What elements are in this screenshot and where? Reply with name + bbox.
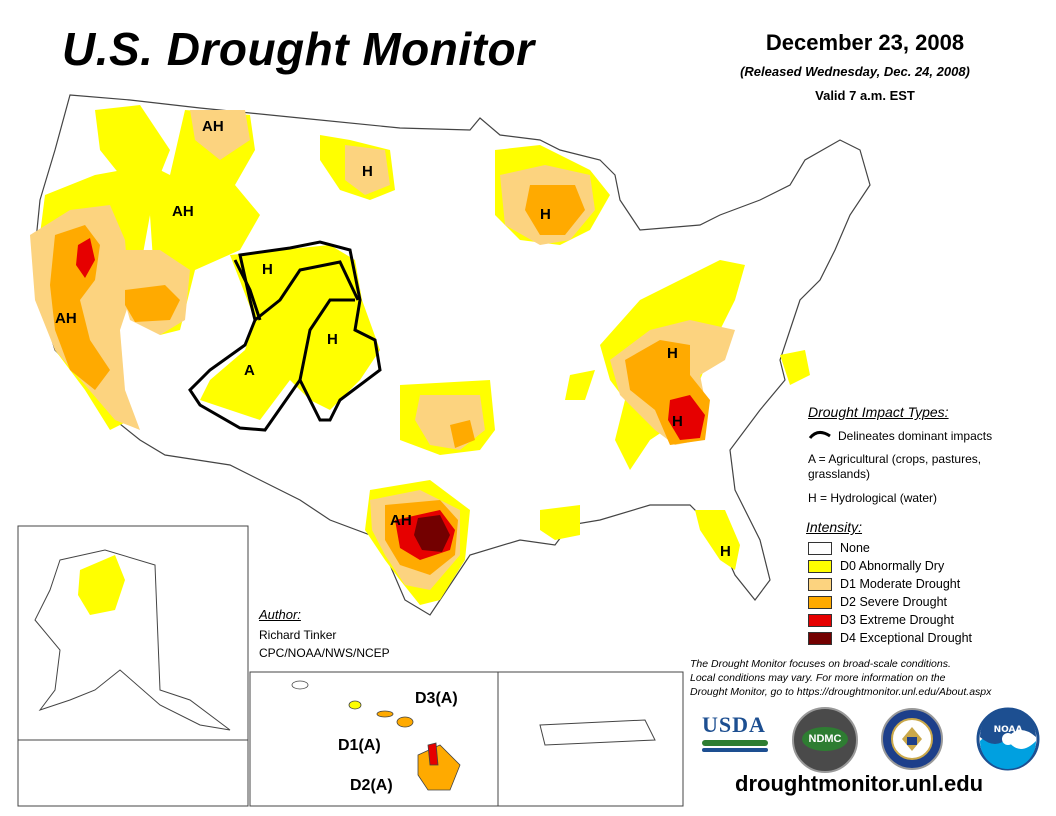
disclaimer-line-1: The Drought Monitor focuses on broad-sca… bbox=[690, 658, 951, 670]
intensity-item: D2 Severe Drought bbox=[808, 595, 948, 610]
label-h-dakota: H bbox=[362, 163, 373, 180]
impact-hydrological-text: H = Hydrological (water) bbox=[808, 491, 938, 505]
hawaii-inset-frame bbox=[249, 671, 499, 807]
intensity-swatch bbox=[808, 560, 832, 574]
label-h-wisconsin: H bbox=[540, 206, 551, 223]
label-h-colorado: H bbox=[327, 331, 338, 348]
intensity-swatch bbox=[808, 632, 832, 646]
usda-logo-text: USDA bbox=[702, 712, 766, 737]
intensity-swatch bbox=[808, 614, 832, 628]
d4-areas bbox=[414, 515, 450, 552]
intensity-item: D1 Moderate Drought bbox=[808, 577, 961, 592]
label-ah-idaho: AH bbox=[172, 203, 194, 220]
impact-agricultural-text-2: grasslands) bbox=[808, 467, 871, 481]
impact-legend-title: Drought Impact Types: bbox=[808, 404, 949, 420]
alaska-d0 bbox=[78, 555, 125, 615]
label-h-kentucky: H bbox=[667, 345, 678, 362]
author-name: Richard Tinker bbox=[259, 628, 337, 642]
intensity-label: None bbox=[840, 541, 870, 555]
label-a-utah: A bbox=[244, 362, 255, 379]
ndmc-logo[interactable]: NDMC bbox=[792, 707, 858, 773]
noaa-logo-text: NOAA bbox=[994, 725, 1023, 735]
intensity-item: D0 Abnormally Dry bbox=[808, 559, 945, 574]
impact-delineates-text: Delineates dominant impacts bbox=[838, 429, 993, 443]
noaa-logo-icon[interactable]: NOAA bbox=[976, 707, 1040, 771]
hawaii-islands bbox=[291, 680, 461, 791]
ndmc-logo-text: NDMC bbox=[802, 727, 848, 751]
release-date: (Released Wednesday, Dec. 24, 2008) bbox=[740, 64, 970, 79]
label-ah-california: AH bbox=[55, 310, 77, 327]
website-link[interactable]: droughtmonitor.unl.edu bbox=[735, 771, 984, 796]
label-hawaii-d1: D1(A) bbox=[338, 737, 381, 754]
label-h-wyoming: H bbox=[262, 261, 273, 278]
disclaimer-line-2: Local conditions may vary. For more info… bbox=[690, 672, 946, 684]
map-date: December 23, 2008 bbox=[765, 30, 965, 55]
intensity-label: D0 Abnormally Dry bbox=[840, 559, 945, 573]
usda-logo[interactable]: USDA bbox=[702, 712, 768, 762]
label-h-georgia: H bbox=[672, 413, 683, 430]
disclaimer-line-3[interactable]: Drought Monitor, go to https://droughtmo… bbox=[690, 686, 992, 698]
label-hawaii-d2: D2(A) bbox=[350, 777, 393, 794]
label-hawaii-d3: D3(A) bbox=[415, 690, 458, 707]
intensity-swatch bbox=[808, 596, 832, 610]
valid-time: Valid 7 a.m. EST bbox=[815, 88, 915, 103]
intensity-swatch bbox=[808, 542, 832, 556]
intensity-swatch bbox=[808, 578, 832, 592]
label-ah-montana: AH bbox=[202, 118, 224, 135]
label-h-florida: H bbox=[720, 543, 731, 560]
impact-agricultural-text: A = Agricultural (crops, pastures, bbox=[808, 452, 982, 466]
intensity-label: D3 Extreme Drought bbox=[840, 613, 954, 627]
intensity-label: D4 Exceptional Drought bbox=[840, 631, 973, 645]
author-org: CPC/NOAA/NWS/NCEP bbox=[259, 646, 390, 660]
intensity-item: D3 Extreme Drought bbox=[808, 613, 954, 628]
intensity-label: D1 Moderate Drought bbox=[840, 577, 961, 591]
intensity-legend-title: Intensity: bbox=[806, 519, 863, 535]
impact-line-sample bbox=[808, 431, 831, 440]
puerto-rico-outline bbox=[539, 719, 656, 746]
commerce-seal-icon[interactable] bbox=[880, 707, 944, 771]
author-heading: Author: bbox=[259, 607, 301, 622]
intensity-item: D4 Exceptional Drought bbox=[808, 631, 973, 646]
intensity-label: D2 Severe Drought bbox=[840, 595, 948, 609]
map-title: U.S. Drought Monitor bbox=[62, 23, 535, 75]
impact-boundaries bbox=[188, 240, 382, 432]
label-ah-texas: AH bbox=[390, 512, 412, 529]
intensity-item: None bbox=[808, 541, 870, 556]
